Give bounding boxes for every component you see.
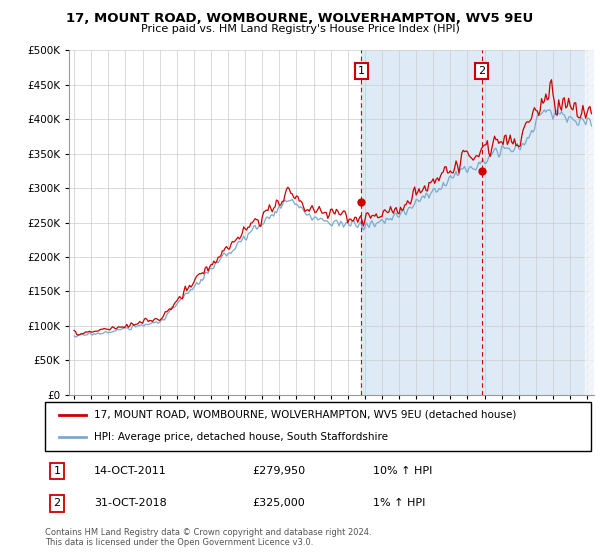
Text: HPI: Average price, detached house, South Staffordshire: HPI: Average price, detached house, Sout… [94,432,388,442]
Bar [361,50,600,395]
Text: Contains HM Land Registry data © Crown copyright and database right 2024.
This d: Contains HM Land Registry data © Crown c… [45,528,371,547]
Text: 14-OCT-2011: 14-OCT-2011 [94,466,167,476]
Text: 31-OCT-2018: 31-OCT-2018 [94,498,167,508]
Text: £279,950: £279,950 [253,466,305,476]
Bar [586,50,600,395]
Text: 17, MOUNT ROAD, WOMBOURNE, WOLVERHAMPTON, WV5 9EU (detached house): 17, MOUNT ROAD, WOMBOURNE, WOLVERHAMPTON… [94,410,517,420]
Text: 2: 2 [53,498,61,508]
Text: 2: 2 [478,66,485,76]
Text: Price paid vs. HM Land Registry's House Price Index (HPI): Price paid vs. HM Land Registry's House … [140,24,460,34]
Text: 17, MOUNT ROAD, WOMBOURNE, WOLVERHAMPTON, WV5 9EU: 17, MOUNT ROAD, WOMBOURNE, WOLVERHAMPTON… [67,12,533,25]
Text: 1: 1 [358,66,365,76]
Text: 10% ↑ HPI: 10% ↑ HPI [373,466,432,476]
Text: £325,000: £325,000 [253,498,305,508]
Text: 1: 1 [53,466,61,476]
Text: 1% ↑ HPI: 1% ↑ HPI [373,498,425,508]
